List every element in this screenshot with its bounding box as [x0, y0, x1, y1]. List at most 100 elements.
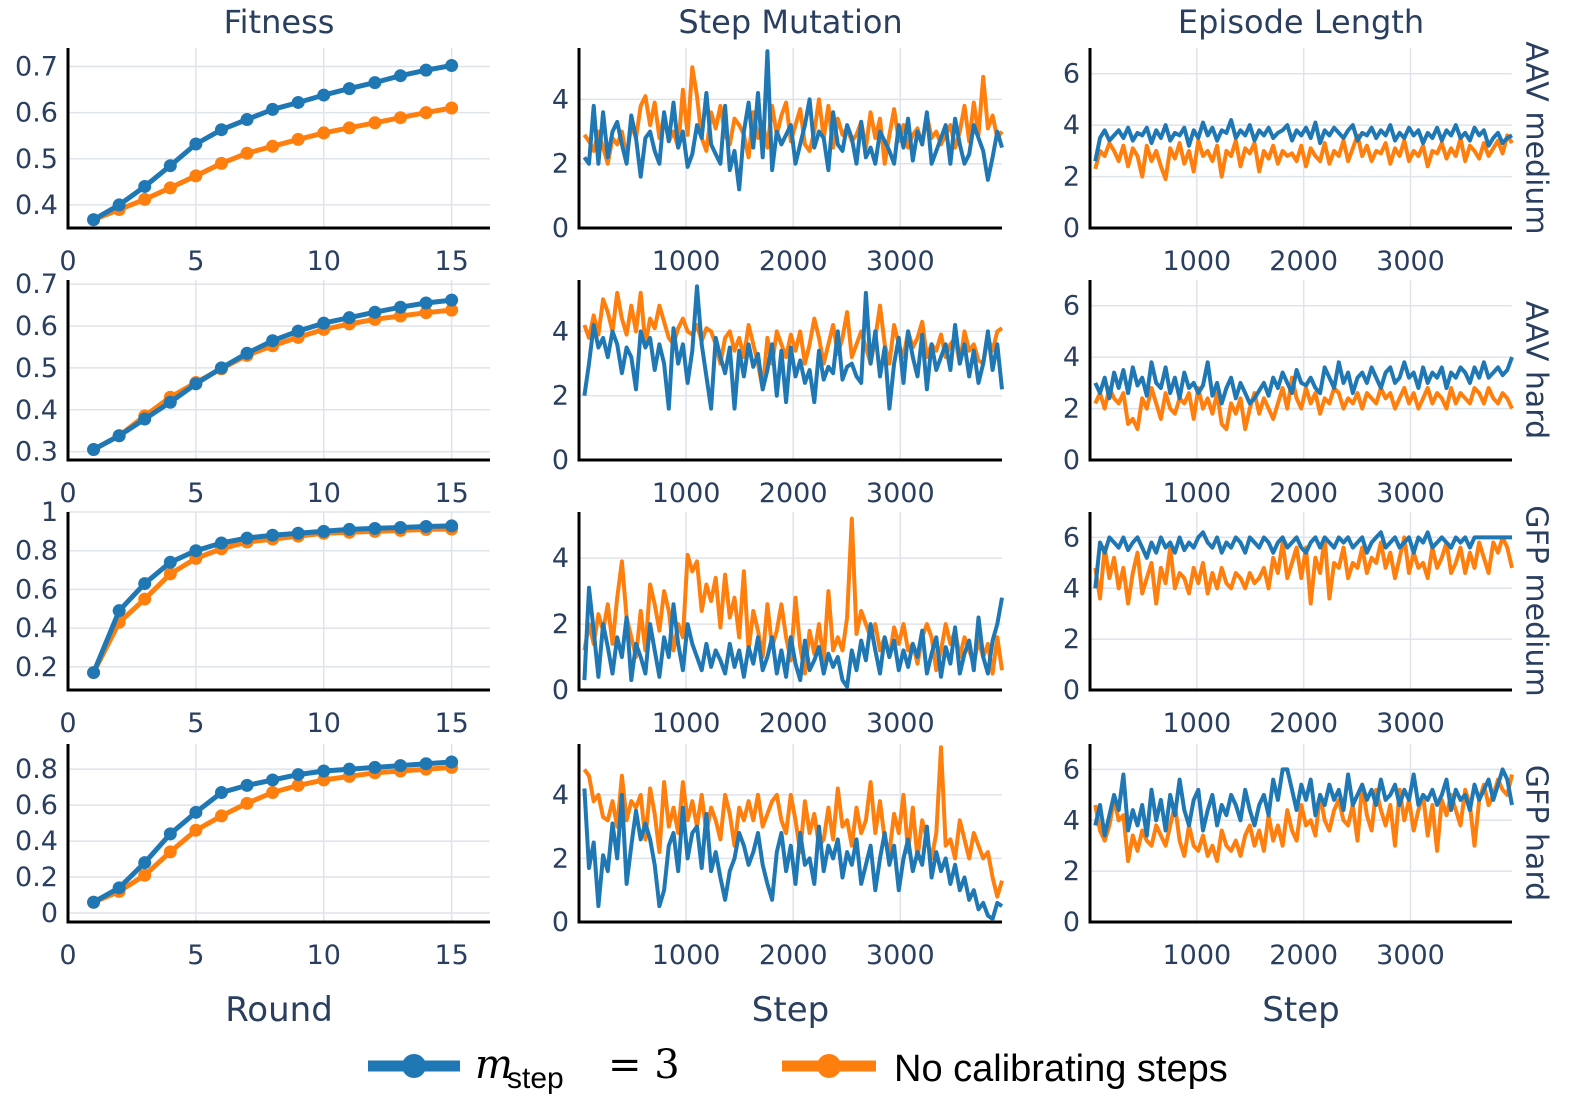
data-point-calibrated: [419, 757, 433, 771]
x-tick-label: 3000: [866, 940, 935, 971]
y-tick-label: 0.5: [15, 353, 58, 384]
data-point-calibrated: [342, 762, 356, 776]
panel-fitness-2: 0 5 10 15 0.2 0.4 0.6 0.8 1: [15, 497, 490, 739]
x-tick-label: 2000: [759, 478, 828, 509]
data-point-calibrated: [87, 666, 101, 680]
data-point-calibrated: [393, 69, 407, 83]
y-tick-label: 2: [1063, 856, 1080, 887]
panel-episode_length-0: 1000 2000 3000 0 2 4 6: [1063, 48, 1514, 277]
panel-step_mutation-1: 1000 2000 3000 0 2 4: [552, 280, 1004, 509]
x-tick-label: 5: [187, 940, 204, 971]
panel-episode_length-1: 1000 2000 3000 0 2 4 6: [1063, 280, 1514, 509]
data-point-calibrated: [112, 429, 126, 443]
x-tick-label: 1000: [652, 940, 721, 971]
x-tick-label: 15: [434, 246, 468, 277]
y-tick-label: 2: [1063, 394, 1080, 425]
y-tick-label: 0: [552, 445, 569, 476]
data-point-calibrated: [163, 555, 177, 569]
data-point-calibrated: [291, 95, 305, 109]
x-tick-label: 5: [187, 708, 204, 739]
x-tick-label: 10: [307, 246, 341, 277]
data-point-calibrated: [291, 526, 305, 540]
data-point-uncalibrated: [214, 156, 228, 170]
x-tick-label: 3000: [1376, 940, 1445, 971]
data-point-calibrated: [214, 361, 228, 375]
data-point-calibrated: [240, 113, 254, 127]
data-point-calibrated: [87, 213, 101, 227]
y-tick-label: 0.2: [15, 862, 58, 893]
y-tick-label: 0: [1063, 445, 1080, 476]
x-axis-title-2: Step: [1262, 990, 1339, 1030]
y-tick-label: 2: [1063, 162, 1080, 193]
y-tick-label: 0.3: [15, 437, 58, 468]
y-tick-label: 0: [1063, 675, 1080, 706]
data-point-calibrated: [240, 531, 254, 545]
y-tick-label: 4: [552, 780, 569, 811]
data-point-calibrated: [317, 524, 331, 538]
x-tick-label: 10: [307, 940, 341, 971]
legend-label-calibrated-sub: step: [507, 1062, 564, 1095]
series-line-calibrated: [582, 284, 1004, 411]
legend-marker-uncalibrated: [817, 1054, 841, 1078]
y-tick-label: 0: [552, 907, 569, 938]
data-point-calibrated: [112, 604, 126, 618]
y-tick-label: 0: [552, 213, 569, 244]
x-tick-label: 1000: [652, 478, 721, 509]
data-point-calibrated: [189, 544, 203, 558]
series-line-uncalibrated: [582, 745, 1004, 899]
x-tick-label: 3000: [1376, 246, 1445, 277]
x-tick-label: 2000: [1269, 940, 1338, 971]
y-tick-label: 0.6: [15, 98, 58, 129]
row-label-0: AAV medium: [1519, 41, 1554, 234]
y-tick-label: 2: [552, 843, 569, 874]
data-point-calibrated: [189, 137, 203, 151]
data-point-calibrated: [240, 778, 254, 792]
series-line-calibrated: [1093, 767, 1514, 838]
y-tick-label: 0: [41, 898, 58, 929]
x-tick-label: 2000: [1269, 246, 1338, 277]
data-point-calibrated: [393, 759, 407, 773]
data-point-uncalibrated: [240, 146, 254, 160]
data-point-calibrated: [342, 522, 356, 536]
x-tick-label: 1000: [1162, 940, 1231, 971]
data-point-calibrated: [368, 760, 382, 774]
x-tick-label: 5: [187, 478, 204, 509]
x-tick-label: 15: [434, 940, 468, 971]
data-point-calibrated: [112, 198, 126, 212]
x-tick-label: 2000: [1269, 478, 1338, 509]
column-title-2: Episode Length: [1178, 3, 1424, 41]
data-point-calibrated: [214, 123, 228, 137]
y-tick-label: 0: [1063, 213, 1080, 244]
data-point-calibrated: [393, 300, 407, 314]
y-tick-label: 0.4: [15, 395, 58, 426]
data-point-calibrated: [445, 755, 459, 769]
data-point-calibrated: [419, 296, 433, 310]
y-tick-label: 0.8: [15, 754, 58, 785]
legend-label-calibrated-math: m: [475, 1042, 513, 1088]
y-tick-label: 6: [1063, 522, 1080, 553]
data-point-uncalibrated: [163, 181, 177, 195]
data-point-calibrated: [266, 528, 280, 542]
row-label-1: AAV hard: [1519, 301, 1554, 439]
y-tick-label: 2: [1063, 624, 1080, 655]
data-point-uncalibrated: [214, 809, 228, 823]
x-tick-label: 0: [59, 478, 76, 509]
x-tick-label: 1000: [652, 708, 721, 739]
panel-fitness-0: 0 5 10 15 0.4 0.5 0.6 0.7: [15, 48, 490, 277]
panel-fitness-3: 0 5 10 15 0 0.2 0.4 0.6 0.8: [15, 744, 490, 971]
data-point-uncalibrated: [138, 192, 152, 206]
series-line-calibrated: [582, 49, 1004, 192]
y-tick-label: 0.8: [15, 536, 58, 567]
data-point-calibrated: [317, 764, 331, 778]
row-label-2: GFP medium: [1519, 505, 1554, 696]
x-tick-label: 3000: [1376, 708, 1445, 739]
data-point-calibrated: [163, 159, 177, 173]
data-point-calibrated: [138, 577, 152, 591]
x-tick-label: 10: [307, 708, 341, 739]
data-point-uncalibrated: [317, 773, 331, 787]
data-point-calibrated: [317, 88, 331, 102]
series-line-calibrated: [582, 585, 1004, 689]
data-point-calibrated: [393, 520, 407, 534]
data-point-uncalibrated: [163, 845, 177, 859]
y-tick-label: 1: [41, 497, 58, 528]
